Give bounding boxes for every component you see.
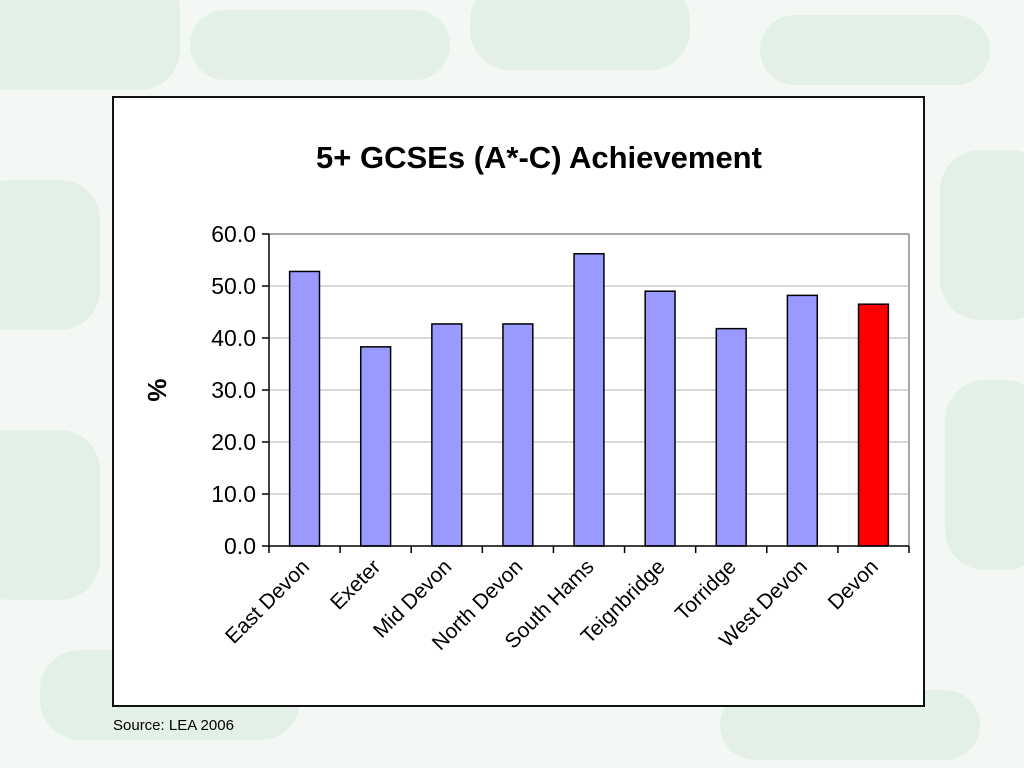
background-shape: [0, 180, 100, 330]
bar: [786, 294, 819, 547]
y-tick-label: 40.0: [211, 325, 256, 351]
x-tick-label: East Devon: [221, 555, 314, 648]
bar: [288, 270, 321, 547]
bar: [644, 290, 676, 547]
y-tick-label: 10.0: [211, 481, 256, 507]
y-tick-label: 20.0: [211, 429, 256, 455]
background-shape: [760, 15, 990, 85]
x-tick-label: Torridge: [671, 555, 741, 625]
y-tick-label: 50.0: [211, 273, 256, 299]
background-shape: [0, 430, 100, 600]
y-axis-label: %: [142, 378, 172, 401]
bar: [502, 323, 534, 547]
x-tick-label: Exeter: [326, 555, 385, 614]
chart-container: 5+ GCSEs (A*-C) Achievement% 0.0 10.0 20.0 3…: [112, 96, 925, 707]
y-tick-label: 30.0: [211, 377, 256, 403]
background-shape: [470, 0, 690, 70]
y-tick-label: 60.0: [211, 221, 256, 247]
bar: [573, 253, 605, 547]
bar-chart: 5+ GCSEs (A*-C) Achievement% 0.0 10.0 20.0 3…: [142, 140, 910, 655]
bar-devon-highlight: [857, 303, 890, 547]
chart-title: 5+ GCSEs (A*-C) Achievement: [316, 140, 762, 175]
background-shape: [945, 380, 1024, 570]
source-note: Source: LEA 2006: [113, 717, 234, 734]
background-shape: [940, 150, 1024, 320]
bar: [715, 327, 747, 547]
bar: [431, 323, 463, 547]
bar: [359, 346, 392, 547]
x-tick-label: Devon: [824, 555, 883, 614]
y-tick-label: 0.0: [224, 533, 256, 559]
background-shape: [0, 0, 180, 90]
background-shape: [190, 10, 450, 80]
